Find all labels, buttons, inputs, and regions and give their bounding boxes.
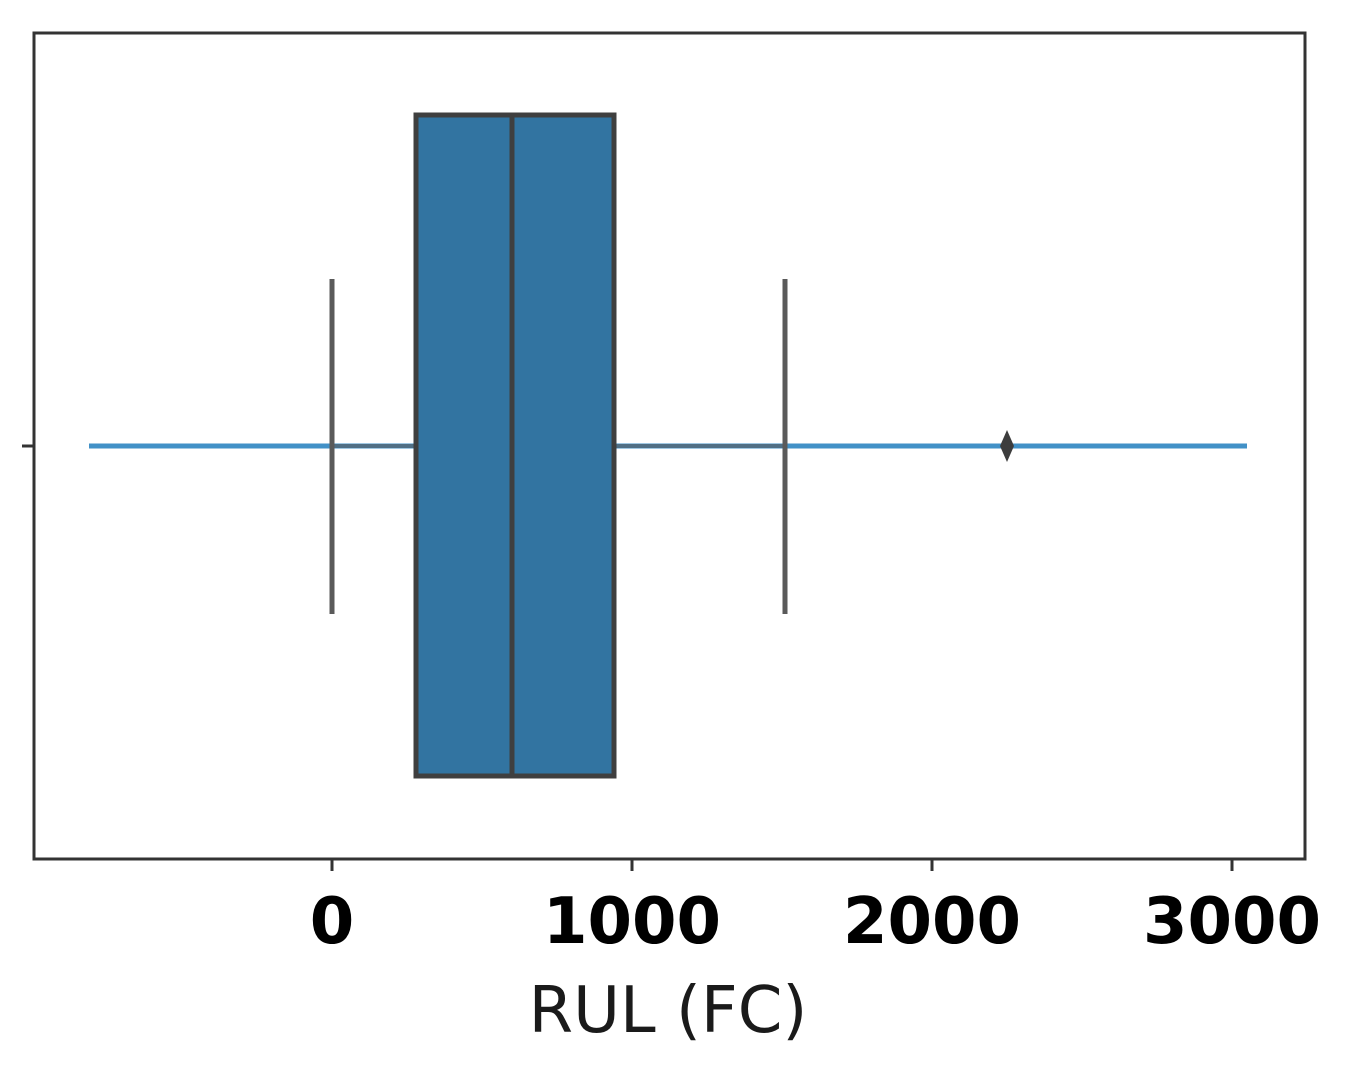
x-axis-ticks: 0 1000 2000 3000 <box>310 859 1321 959</box>
chart-marks <box>89 112 1247 779</box>
x-tick-label: 2000 <box>843 885 1021 959</box>
outlier-point <box>1000 430 1014 462</box>
x-tick-label: 0 <box>310 885 355 959</box>
x-axis-label: RUL (FC) <box>529 974 808 1048</box>
box-iqr <box>413 112 617 779</box>
x-tick-label: 3000 <box>1143 885 1321 959</box>
x-tick-label: 1000 <box>543 885 721 959</box>
